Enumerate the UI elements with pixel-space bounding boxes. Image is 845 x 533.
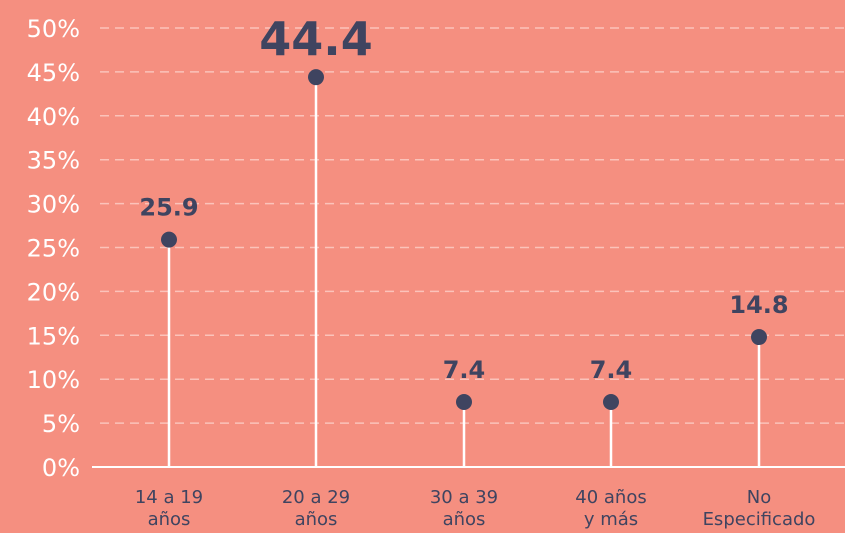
y-tick-label: 10% [27,366,80,394]
grid-lines [100,27,845,424]
data-label: 7.4 [590,356,633,384]
x-tick-label-line: años [443,509,486,530]
data-point [161,231,177,248]
stems [167,77,761,467]
data-point [456,394,472,411]
data-point [603,394,619,411]
x-tick-label-line: años [148,509,191,530]
y-tick-label: 5% [42,410,80,438]
data-point [308,69,324,86]
x-tick-label-line: y más [584,509,638,530]
y-tick-label: 20% [27,278,80,306]
x-tick-label-line: 30 a 39 [430,487,498,508]
y-tick-label: 30% [27,191,80,219]
y-tick-label: 35% [27,147,80,175]
y-tick-label: 0% [42,454,80,482]
x-tick-label-line: 14 a 19 [135,487,203,508]
data-label: 44.4 [259,12,373,66]
x-tick-label-line: Especificado [703,509,816,530]
y-tick-label: 15% [27,322,80,350]
data-point [751,329,767,346]
x-tick-label-line: No [747,487,771,508]
y-tick-label: 50% [27,15,80,43]
data-label: 7.4 [443,356,486,384]
x-tick-label-line: años [295,509,338,530]
y-tick-label: 40% [27,103,80,131]
points [161,69,767,411]
data-label: 14.8 [729,291,788,319]
data-labels: 25.9 44.4 7.4 7.4 14.8 [139,12,788,384]
y-tick-label: 45% [27,59,80,87]
y-axis-ticks: 0% 5% 10% 15% 20% 25% 30% 35% 40% 45% 50% [27,15,80,482]
y-tick-label: 25% [27,235,80,263]
x-tick-label-line: 20 a 29 [282,487,350,508]
x-tick-label-line: 40 años [575,487,646,508]
data-label: 25.9 [139,194,198,222]
